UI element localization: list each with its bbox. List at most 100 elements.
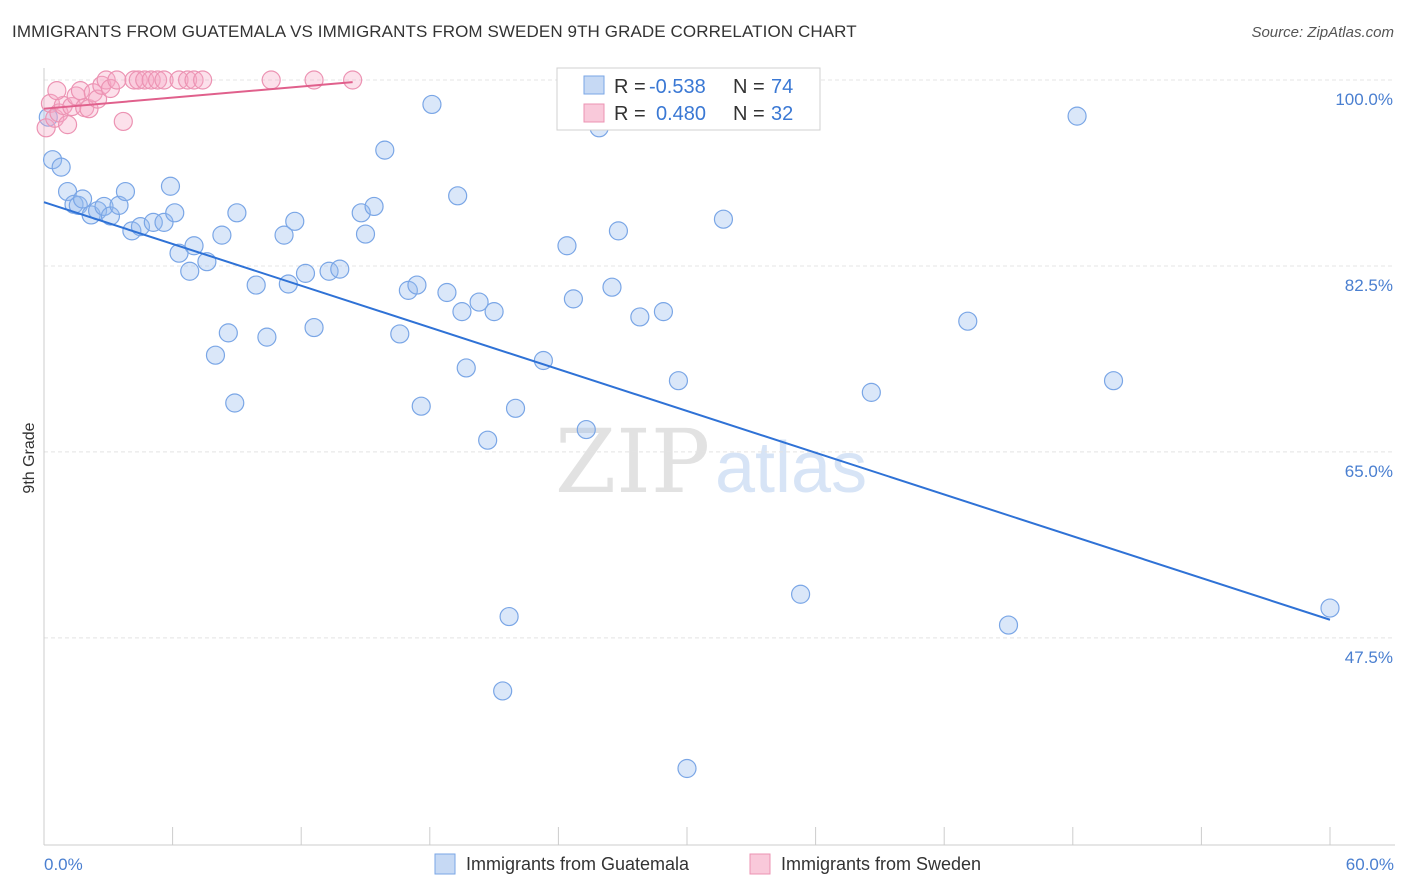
point-guatemala <box>257 327 277 347</box>
y-tick-labels: 100.0% 82.5% 65.0% 47.5% <box>1335 90 1393 667</box>
point-guatemala <box>304 317 324 338</box>
point-guatemala <box>493 681 513 701</box>
point-guatemala <box>407 275 427 295</box>
point-guatemala <box>557 236 577 256</box>
y-axis-label: 9th Grade <box>21 422 38 493</box>
point-guatemala <box>602 277 622 297</box>
point-sweden <box>124 70 144 90</box>
point-guatemala <box>448 186 468 206</box>
point-guatemala <box>861 382 881 402</box>
point-guatemala <box>274 225 294 245</box>
point-guatemala <box>1320 598 1340 618</box>
point-guatemala <box>94 196 114 217</box>
point-guatemala <box>218 323 238 343</box>
point-sweden <box>147 70 168 90</box>
series-sweden-points <box>36 70 363 138</box>
stats-swatch-guatemala <box>583 75 605 95</box>
x-tick-label-max: 60.0% <box>1346 855 1394 874</box>
point-sweden <box>107 70 127 90</box>
point-guatemala <box>576 419 596 440</box>
point-guatemala <box>154 212 174 232</box>
point-guatemala <box>411 396 431 416</box>
stats-r-label-1: R = <box>614 76 646 98</box>
point-guatemala <box>295 263 316 283</box>
point-guatemala <box>180 261 200 281</box>
point-sweden <box>178 70 198 90</box>
point-guatemala <box>285 211 305 231</box>
point-guatemala <box>790 584 811 604</box>
point-sweden <box>193 70 213 90</box>
point-guatemala <box>115 181 136 202</box>
stats-legend: R = -0.538 N = 74 R = 0.480 N = 32 <box>556 67 821 131</box>
legend-label-sweden: Immigrants from Sweden <box>781 854 981 874</box>
point-guatemala <box>390 324 410 344</box>
point-guatemala <box>713 209 734 229</box>
axes <box>43 68 1395 846</box>
x-tick-label-min: 0.0% <box>44 855 83 874</box>
point-guatemala <box>143 212 163 232</box>
point-sweden <box>261 70 281 90</box>
point-guatemala <box>478 430 498 450</box>
point-guatemala <box>160 176 181 196</box>
point-guatemala <box>246 275 266 295</box>
point-guatemala <box>653 302 674 322</box>
point-guatemala <box>1067 106 1087 126</box>
point-guatemala <box>608 221 629 241</box>
point-guatemala <box>677 758 697 779</box>
x-ticks <box>172 827 1331 845</box>
point-guatemala <box>422 94 442 115</box>
point-guatemala <box>364 196 384 217</box>
watermark-zip: ZIP <box>555 410 710 513</box>
y-tick-label: 100.0% <box>1335 90 1393 109</box>
point-guatemala <box>563 289 584 309</box>
trendline-sweden <box>43 81 353 110</box>
point-guatemala <box>437 282 457 303</box>
point-sweden <box>47 81 67 101</box>
point-guatemala <box>205 345 226 365</box>
point-guatemala <box>998 615 1019 635</box>
bottom-legend: Immigrants from Guatemala Immigrants fro… <box>434 853 981 875</box>
stats-r-value-2: 0.480 <box>656 103 706 125</box>
source-label: Source: ZipAtlas.com <box>1251 24 1394 41</box>
point-guatemala <box>630 307 650 327</box>
point-guatemala <box>227 203 247 223</box>
gridlines <box>44 79 1395 639</box>
trend-lines <box>43 81 1331 621</box>
point-guatemala <box>375 140 395 160</box>
trendline-guatemala <box>43 201 1331 621</box>
point-sweden <box>113 111 133 132</box>
y-tick-label: 47.5% <box>1345 648 1393 667</box>
point-guatemala <box>958 311 978 331</box>
point-guatemala <box>212 225 232 245</box>
stats-r-label-2: R = <box>614 103 646 125</box>
legend-swatch-sweden <box>749 853 771 875</box>
point-sweden <box>154 70 174 90</box>
point-guatemala <box>668 371 689 391</box>
watermark-atlas: atlas <box>715 428 867 508</box>
legend-label-guatemala: Immigrants from Guatemala <box>466 854 690 874</box>
stats-swatch-sweden <box>583 103 605 123</box>
point-guatemala <box>72 189 93 209</box>
y-tick-label: 65.0% <box>1345 462 1393 481</box>
point-guatemala <box>330 259 350 279</box>
legend-swatch-guatemala <box>434 853 456 875</box>
stats-n-value-1: 74 <box>771 76 793 98</box>
point-sweden <box>57 115 78 135</box>
point-guatemala <box>1103 371 1124 391</box>
point-guatemala <box>355 224 376 244</box>
point-sweden <box>343 70 363 90</box>
point-guatemala <box>484 302 504 322</box>
point-guatemala <box>499 606 519 627</box>
point-guatemala <box>469 292 489 312</box>
y-tick-label: 82.5% <box>1345 276 1393 295</box>
point-guatemala <box>456 358 476 378</box>
point-guatemala <box>225 393 245 413</box>
point-guatemala <box>452 302 472 322</box>
stats-n-value-2: 32 <box>771 103 793 125</box>
stats-r-value-1: -0.538 <box>649 76 706 98</box>
point-guatemala <box>51 157 71 177</box>
point-guatemala <box>165 203 185 223</box>
chart-title: IMMIGRANTS FROM GUATEMALA VS IMMIGRANTS … <box>12 22 857 41</box>
stats-n-label-1: N = <box>733 76 765 98</box>
